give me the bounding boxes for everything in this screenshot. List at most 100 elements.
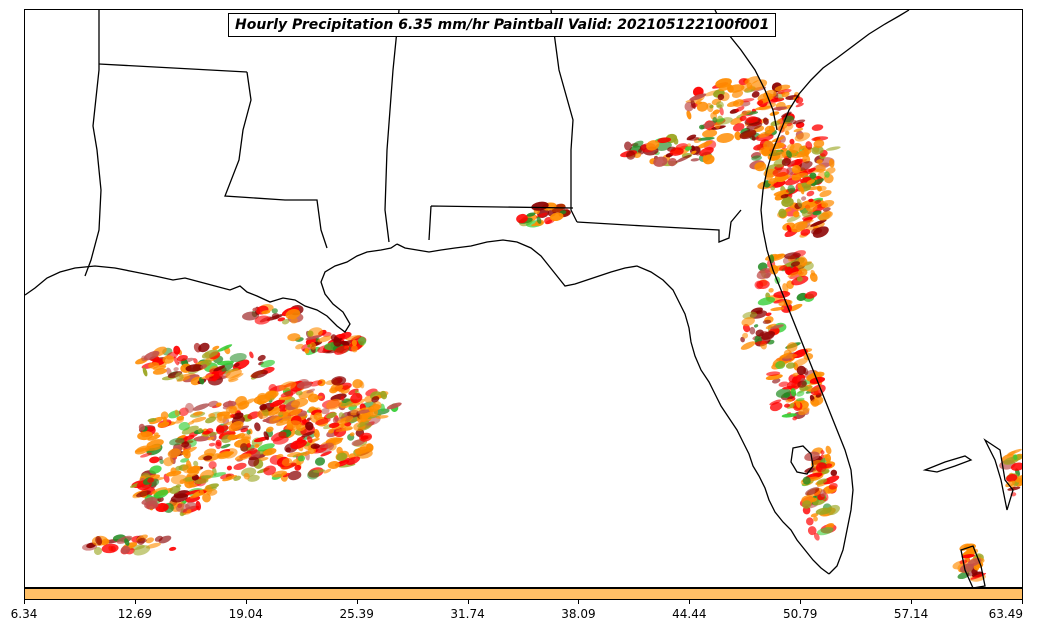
precip-blob <box>961 554 975 559</box>
boundary-layer <box>25 10 1014 587</box>
precip-blob <box>149 416 164 425</box>
precip-blob <box>1007 486 1021 491</box>
precip-blob <box>536 216 542 224</box>
precip-blob <box>717 93 725 101</box>
precip-blob <box>173 345 181 355</box>
precip-blob <box>734 131 742 141</box>
precip-blob <box>189 484 198 488</box>
precip-blob <box>740 110 752 116</box>
precip-blob <box>157 421 170 428</box>
precip-blob <box>146 439 164 449</box>
precip-blob <box>323 468 332 474</box>
precip-blob <box>294 464 302 471</box>
precip-blob <box>163 457 174 467</box>
precip-blob <box>770 185 776 191</box>
precip-blob <box>279 381 297 391</box>
precip-blob <box>152 365 167 370</box>
precip-blob <box>314 395 323 400</box>
precip-blob <box>227 434 238 441</box>
precip-blob <box>243 472 250 480</box>
precip-blob <box>797 380 807 388</box>
precip-blob <box>773 298 788 304</box>
precip-blob <box>675 154 692 163</box>
precip-blob <box>168 546 177 551</box>
colorbar-tick-label: 31.74 <box>450 607 485 621</box>
precip-blob <box>778 361 786 368</box>
precip-blob <box>784 403 790 408</box>
precip-blob <box>732 99 744 107</box>
precip-blob <box>813 532 820 541</box>
precip-blob <box>742 311 758 320</box>
precip-blob <box>796 397 805 402</box>
precip-blob <box>790 388 797 397</box>
precip-blob <box>182 449 191 459</box>
colorbar-tick-label: 63.49 <box>988 607 1023 621</box>
precip-blob <box>769 399 782 406</box>
precip-blob <box>778 299 793 307</box>
precip-blob <box>959 563 974 573</box>
precip-blob <box>770 307 785 311</box>
precip-blob <box>806 179 816 185</box>
colorbar-tick-label: 44.44 <box>672 607 707 621</box>
precip-blob <box>242 311 260 321</box>
precip-blob <box>739 115 747 122</box>
precip-blob <box>193 435 211 442</box>
precip-blob <box>810 513 819 518</box>
precip-blob <box>793 127 804 133</box>
precip-blob <box>169 485 181 494</box>
precip-blob <box>735 106 745 112</box>
precip-blob <box>782 283 789 293</box>
precip-blob <box>756 100 764 106</box>
precip-blob <box>147 434 161 441</box>
map-title: Hourly Precipitation 6.35 mm/hr Paintbal… <box>228 13 777 37</box>
precip-blob <box>173 367 179 372</box>
precip-blob <box>305 421 314 431</box>
precip-blob <box>200 364 208 369</box>
precip-blob <box>296 381 313 389</box>
precip-blob <box>101 543 119 554</box>
precip-blob <box>781 111 792 118</box>
precip-blob <box>357 336 367 346</box>
precip-blob <box>813 139 825 148</box>
precipitation-paintball-layer <box>82 76 1022 582</box>
precip-blob <box>792 372 799 377</box>
precip-blob <box>349 432 355 437</box>
precip-blob <box>307 327 323 338</box>
precip-blob <box>313 428 320 439</box>
precip-blob <box>781 413 797 418</box>
precip-blob <box>170 493 189 503</box>
precip-blob <box>120 545 131 554</box>
precip-blob <box>226 465 232 471</box>
precip-blob <box>212 377 217 382</box>
precip-blob <box>828 158 835 168</box>
precip-blob <box>201 349 219 359</box>
precip-blob <box>715 118 725 123</box>
colorbar-tick-label: 38.09 <box>561 607 596 621</box>
precip-blob <box>305 335 322 340</box>
precip-blob <box>796 365 807 376</box>
precip-blob <box>184 489 201 496</box>
border-alabama-florida <box>428 205 574 241</box>
precip-blob <box>1015 474 1022 483</box>
border-arkansas-louisiana <box>98 63 248 73</box>
precip-blob <box>820 489 826 498</box>
precip-blob <box>201 373 215 380</box>
precip-blob <box>192 403 210 411</box>
coastline-gulf-central <box>396 239 830 575</box>
precip-blob <box>203 455 213 461</box>
precip-blob <box>690 158 700 162</box>
precip-blob <box>246 443 252 448</box>
precip-blob <box>149 465 162 474</box>
precip-blob <box>796 198 803 208</box>
precip-blob <box>785 130 790 136</box>
precip-blob <box>181 441 190 448</box>
precip-blob <box>762 319 772 325</box>
precip-blob <box>321 407 330 415</box>
precip-blob <box>791 175 802 181</box>
precip-blob <box>179 479 186 484</box>
precip-blob <box>276 418 290 426</box>
colorbar-tick-label: 12.69 <box>117 607 153 621</box>
precip-blob <box>808 489 816 495</box>
precip-blob <box>216 425 225 435</box>
precip-blob <box>328 422 340 429</box>
